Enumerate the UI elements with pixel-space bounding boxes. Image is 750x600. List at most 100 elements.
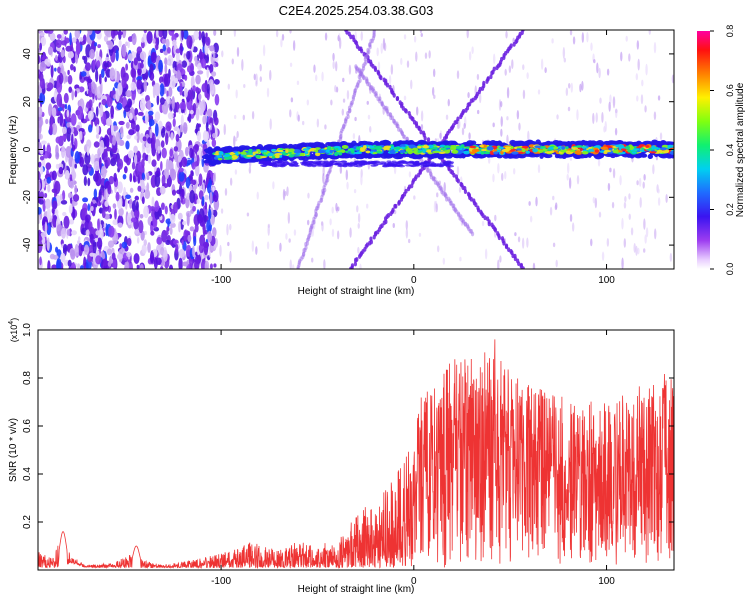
heatmap-cell [95,230,101,236]
heatmap-cell [126,251,132,258]
heatmap-cell [171,96,175,110]
secondary-band-cell [424,164,430,168]
heatmap-cell [106,128,112,136]
heatmap-cell [208,248,211,258]
heatmap-cell [173,202,179,214]
heatmap-cell [367,114,371,120]
heatmap-cell [68,204,73,214]
heatmap-cell [136,264,140,269]
heatmap-cell [586,31,589,43]
heatmap-cell [292,40,296,51]
heatmap-cell [74,151,80,164]
main-band-hot-cell [580,148,584,151]
heatmap-cell [648,30,651,35]
main-band-hot-cell [347,151,352,154]
heatmap-cell [43,192,48,198]
y-tick-label: 0.4 [22,467,33,481]
heatmap-cell [136,236,140,244]
heatmap-cell [48,103,53,117]
heatmap-cell [183,87,188,98]
heatmap-cell [289,62,293,68]
secondary-band-cell [370,164,377,167]
crossing-line-point [507,247,511,252]
main-band-hot-cell [457,149,465,153]
heatmap-cell [606,68,610,76]
heatmap-cell [623,238,626,248]
heatmap-cell [125,90,132,98]
heatmap-cell [98,188,102,201]
secondary-band-cell [292,163,299,167]
main-band-hot-cell [293,149,301,154]
heatmap-cell [321,221,324,232]
main-band-hot-cell [612,149,620,154]
heatmap-cell [335,61,338,72]
heatmap-cell [596,62,599,74]
heatmap-cell [106,248,112,256]
heatmap-cell [467,92,470,99]
heatmap-cell [209,263,213,269]
heatmap-cell [198,30,202,41]
heatmap-cell [58,166,64,175]
heatmap-cell [537,89,541,95]
heatmap-cell [94,237,99,243]
heatmap-cell [513,168,516,175]
secondary-band-cell [395,161,401,164]
heatmap-cell [366,203,369,209]
heatmap-cell [619,175,622,186]
heatmap-cell [565,87,569,97]
heatmap-cell [119,243,123,249]
heatmap-cell [106,97,113,108]
heatmap-cell [152,38,156,44]
crossing-line-point [419,129,423,135]
heatmap-cell [478,92,482,104]
heatmap-cell [95,106,99,117]
crossing-line-point [468,101,472,107]
heatmap-cell [620,51,623,62]
heatmap-cell [637,58,640,71]
crossing-line-point [463,189,468,194]
main-band-hot-cell [277,149,284,153]
heatmap-cell [630,227,634,236]
heatmap-cell [66,229,71,236]
main-band-cell [492,140,501,147]
heatmap-cell [569,156,573,161]
heatmap-cell [413,35,417,43]
heatmap-cell [236,46,240,57]
heatmap-cell [96,237,103,250]
heatmap-cell [139,132,145,144]
crossing-line-point [476,207,481,213]
heatmap-cell [103,62,109,68]
heatmap-cell [349,227,352,238]
heatmap-cell [63,30,68,35]
main-band-hot-cell [486,146,494,151]
heatmap-cell [166,90,169,98]
crossing-line-point [517,261,521,267]
heatmap-cell [101,98,107,106]
heatmap-cell [54,209,59,216]
heatmap-cell [80,71,87,77]
heatmap-cell [39,256,42,266]
heatmap-cell [235,89,238,99]
heatmap-cell [492,173,495,183]
heatmap-cell [644,105,647,113]
heatmap-cell [290,97,294,103]
crossing-line-point [417,126,421,132]
heatmap-cell [141,172,146,181]
heatmap-cell [46,176,52,184]
heatmap-cell [178,155,182,163]
heatmap-cell [179,124,184,133]
heatmap-cell [61,104,65,112]
heatmap-cell [198,173,203,186]
secondary-band-cell [382,164,390,168]
heatmap-cell [51,188,58,194]
heatmap-cell [150,51,158,64]
main-band-hot-cell [560,149,568,153]
heatmap-cell [80,244,85,252]
heatmap-cell [195,107,200,121]
secondary-band-cell [422,162,431,165]
heatmap-cell [112,125,119,131]
secondary-band-cell [280,163,286,166]
heatmap-cell [67,259,72,267]
heatmap-cell [99,139,105,154]
